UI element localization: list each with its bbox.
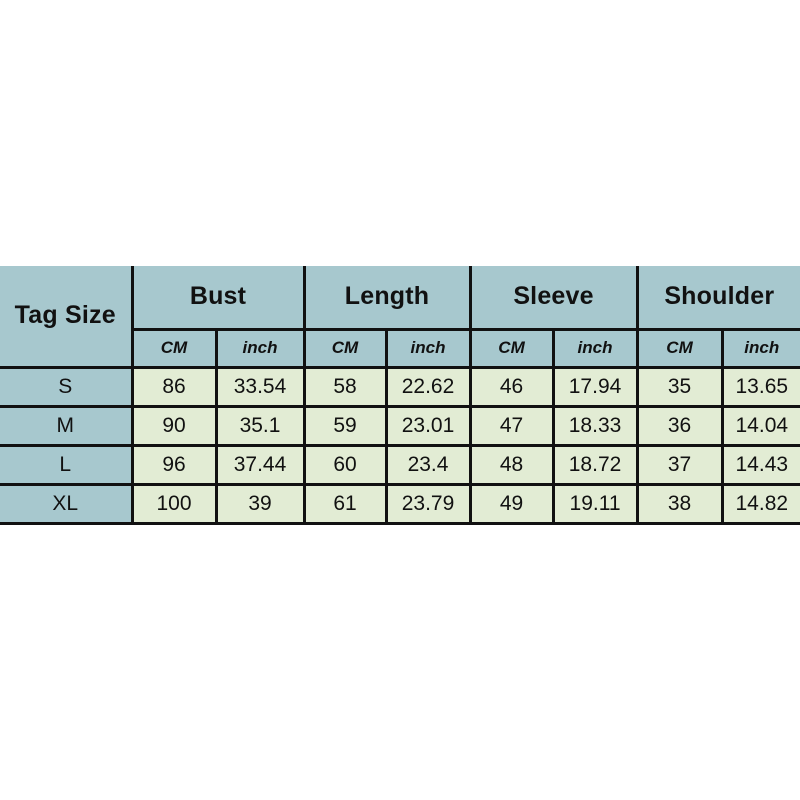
table-row: S 86 33.54 58 22.62 46 17.94 35 13.65 (0, 365, 800, 408)
cell-bust-inch: 35.1 (214, 404, 306, 447)
table-header-unit-row: CM inch CM inch CM inch CM inch (0, 327, 800, 369)
unit-header-length-cm: CM (302, 327, 388, 369)
cell-sleeve-cm: 49 (468, 482, 555, 525)
row-header-size: S (0, 365, 134, 408)
size-chart-container: Tag Size Bust Length Sleeve Shoulder CM … (0, 266, 800, 532)
cell-sleeve-inch: 17.94 (551, 365, 639, 408)
column-group-header-bust: Bust (130, 266, 306, 331)
table-row: XL 100 39 61 23.79 49 19.11 38 14.82 (0, 482, 800, 525)
column-group-header-shoulder: Shoulder (635, 266, 800, 331)
cell-shoulder-cm: 38 (635, 482, 724, 525)
cell-length-cm: 58 (302, 365, 388, 408)
cell-shoulder-inch: 14.43 (720, 443, 800, 486)
cell-bust-inch: 37.44 (214, 443, 306, 486)
cell-length-inch: 23.79 (384, 482, 472, 525)
cell-bust-cm: 100 (130, 482, 218, 525)
unit-header-sleeve-inch: inch (551, 327, 639, 369)
table-row: M 90 35.1 59 23.01 47 18.33 36 14.04 (0, 404, 800, 447)
unit-header-shoulder-inch: inch (720, 327, 800, 369)
cell-length-cm: 61 (302, 482, 388, 525)
cell-sleeve-inch: 18.33 (551, 404, 639, 447)
unit-header-length-inch: inch (384, 327, 472, 369)
cell-sleeve-inch: 19.11 (551, 482, 639, 525)
cell-bust-inch: 33.54 (214, 365, 306, 408)
row-header-size: L (0, 443, 134, 486)
cell-shoulder-cm: 35 (635, 365, 724, 408)
table-row: L 96 37.44 60 23.4 48 18.72 37 14.43 (0, 443, 800, 486)
column-header-tag-size: Tag Size (0, 266, 134, 369)
cell-sleeve-cm: 47 (468, 404, 555, 447)
cell-length-inch: 23.4 (384, 443, 472, 486)
column-group-header-sleeve: Sleeve (468, 266, 639, 331)
row-header-size: M (0, 404, 134, 447)
column-group-header-length: Length (302, 266, 472, 331)
cell-length-cm: 60 (302, 443, 388, 486)
cell-shoulder-inch: 13.65 (720, 365, 800, 408)
unit-header-bust-inch: inch (214, 327, 306, 369)
row-header-size: XL (0, 482, 134, 525)
unit-header-shoulder-cm: CM (635, 327, 724, 369)
cell-shoulder-cm: 36 (635, 404, 724, 447)
cell-length-cm: 59 (302, 404, 388, 447)
cell-shoulder-inch: 14.82 (720, 482, 800, 525)
cell-shoulder-cm: 37 (635, 443, 724, 486)
cell-bust-cm: 96 (130, 443, 218, 486)
unit-header-sleeve-cm: CM (468, 327, 555, 369)
table-header-group-row: Tag Size Bust Length Sleeve Shoulder (0, 266, 800, 369)
cell-bust-cm: 90 (130, 404, 218, 447)
cell-sleeve-inch: 18.72 (551, 443, 639, 486)
cell-sleeve-cm: 48 (468, 443, 555, 486)
cell-bust-inch: 39 (214, 482, 306, 525)
cell-shoulder-inch: 14.04 (720, 404, 800, 447)
cell-length-inch: 23.01 (384, 404, 472, 447)
cell-length-inch: 22.62 (384, 365, 472, 408)
cell-sleeve-cm: 46 (468, 365, 555, 408)
cell-bust-cm: 86 (130, 365, 218, 408)
unit-header-bust-cm: CM (132, 327, 218, 369)
size-chart-table: Tag Size Bust Length Sleeve Shoulder CM … (0, 266, 800, 525)
